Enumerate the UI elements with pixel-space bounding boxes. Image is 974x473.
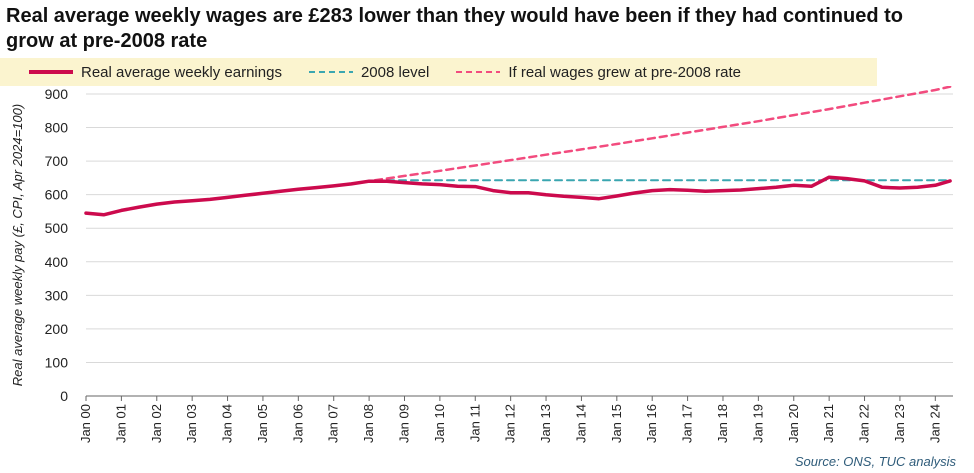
- x-tick-label: Jan 04: [220, 404, 235, 443]
- series-line-real-earnings: [84, 175, 952, 217]
- x-tick-label: Jan 06: [290, 404, 305, 443]
- legend-item-trend: If real wages grew at pre-2008 rate: [455, 64, 741, 81]
- x-tick-label: Jan 23: [892, 404, 907, 443]
- x-tick-label: Jan 09: [396, 404, 411, 443]
- legend-swatch-solid: [29, 70, 73, 74]
- y-tick-label: 0: [60, 388, 68, 404]
- y-tick-label: 400: [45, 254, 69, 270]
- y-tick-label: 500: [45, 220, 69, 236]
- x-tick-label: Jan 01: [113, 404, 128, 443]
- y-tick-label: 300: [45, 287, 69, 303]
- x-tick-label: Jan 02: [149, 404, 164, 443]
- source-note: Source: ONS, TUC analysis: [794, 454, 956, 469]
- x-tick-label: Jan 07: [326, 404, 341, 443]
- x-tick-label: Jan 24: [927, 404, 942, 443]
- y-tick-label: 800: [45, 120, 69, 136]
- legend-label-2008-level: 2008 level: [360, 63, 430, 81]
- x-tick-label: Jan 13: [538, 404, 553, 443]
- series-line-trend: [373, 86, 952, 182]
- x-tick-label: Jan 22: [857, 404, 872, 443]
- x-tick-label: Jan 14: [573, 404, 588, 443]
- x-tick-label: Jan 16: [644, 404, 659, 443]
- x-tick-label: Jan 18: [715, 404, 730, 443]
- x-tick-label: Jan 19: [750, 404, 765, 443]
- x-tick-label: Jan 08: [361, 404, 376, 443]
- x-tick-label: Jan 05: [255, 404, 270, 443]
- legend-swatch-dashed-teal: [308, 71, 353, 73]
- x-tick-label: Jan 03: [184, 404, 199, 443]
- legend-item-real-earnings: Real average weekly earnings: [28, 64, 282, 81]
- x-tick-label: Jan 11: [467, 404, 482, 442]
- x-tick-label: Jan 12: [503, 404, 518, 443]
- x-tick-label: Jan 00: [78, 404, 93, 443]
- legend-swatch-dashed-pink: [456, 71, 501, 73]
- x-tick-label: Jan 17: [680, 404, 695, 443]
- chart-legend: Real average weekly earnings 2008 level …: [0, 58, 877, 86]
- y-tick-label: 600: [45, 187, 69, 203]
- x-tick-label: Jan 15: [609, 404, 624, 443]
- x-tick-label: Jan 20: [786, 404, 801, 443]
- y-tick-label: 900: [45, 86, 69, 102]
- y-axis-label: Real average weekly pay (£, CPI, Apr 202…: [10, 104, 25, 386]
- y-tick-label: 200: [45, 321, 69, 337]
- legend-item-2008-level: 2008 level: [308, 64, 429, 81]
- y-tick-label: 700: [45, 153, 69, 169]
- legend-label-real-earnings: Real average weekly earnings: [81, 63, 282, 81]
- x-tick-label: Jan 21: [821, 404, 836, 443]
- y-tick-label: 100: [45, 354, 69, 370]
- line-chart: 0 100 200 300 400 500 600 700 800 900 Jan 00 Jan 01…: [10, 86, 953, 443]
- legend-label-trend: If real wages grew at pre-2008 rate: [508, 63, 741, 81]
- chart-title: Real average weekly wages are £283 lower…: [6, 5, 903, 52]
- x-tick-label: Jan 10: [432, 404, 447, 443]
